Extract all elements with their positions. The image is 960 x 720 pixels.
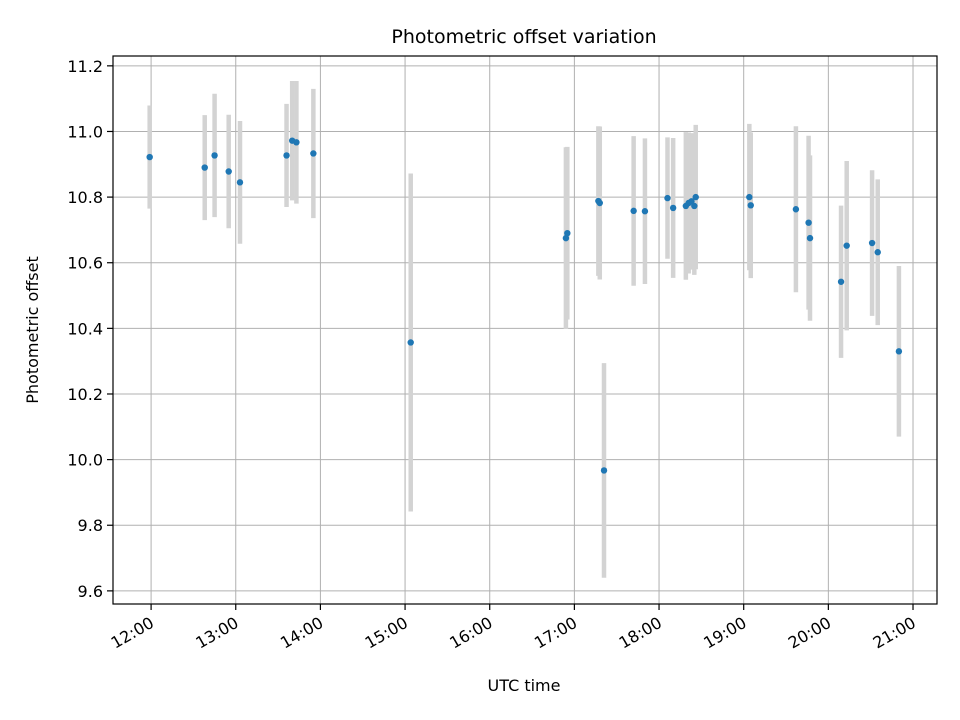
data-point [201,164,208,171]
y-tick-label: 9.8 [78,516,103,535]
data-point [895,348,903,355]
y-tick-label: 10.6 [67,254,103,273]
y-tick-label: 10.8 [67,188,103,207]
y-tick-label: 9.6 [78,582,103,601]
data-point [564,229,571,237]
data-point [747,202,754,209]
data-point [746,193,753,201]
x-axis-label: UTC time [488,676,561,695]
data-point [792,206,800,213]
data-point [600,467,608,474]
y-tick-label: 11.2 [67,57,103,76]
data-point [805,219,812,226]
data-point [641,208,649,215]
data-point [868,239,876,247]
y-tick-label: 10.0 [67,451,103,470]
data-point [293,139,300,146]
y-tick-label: 10.4 [67,319,103,338]
data-point [692,193,699,201]
data-point [806,234,814,242]
data-point [146,153,153,161]
grid [113,56,937,604]
y-axis-label: Photometric offset [23,256,42,404]
data-point [837,278,845,285]
data-point [283,152,290,159]
data-point [310,150,317,157]
data-point [211,152,218,159]
data-point [664,194,671,202]
data-point [691,202,698,210]
y-tick-label: 11.0 [67,122,103,141]
data-points [146,137,903,474]
data-point [630,207,637,215]
plot-frame [112,55,938,605]
chart-title: Photometric offset variation [391,26,656,48]
data-point [669,204,677,212]
data-point [407,339,414,346]
data-point [688,198,695,205]
data-point [225,168,232,175]
data-point [843,242,850,249]
data-point [236,179,244,186]
data-point [562,234,570,242]
data-point [874,249,881,256]
data-point [596,199,603,207]
y-axis-ticks: 9.6 9.8 10.0 10.2 10.4 10.6 10.8 11.0 11.2 [67,57,113,601]
y-tick-label: 10.2 [67,385,103,404]
